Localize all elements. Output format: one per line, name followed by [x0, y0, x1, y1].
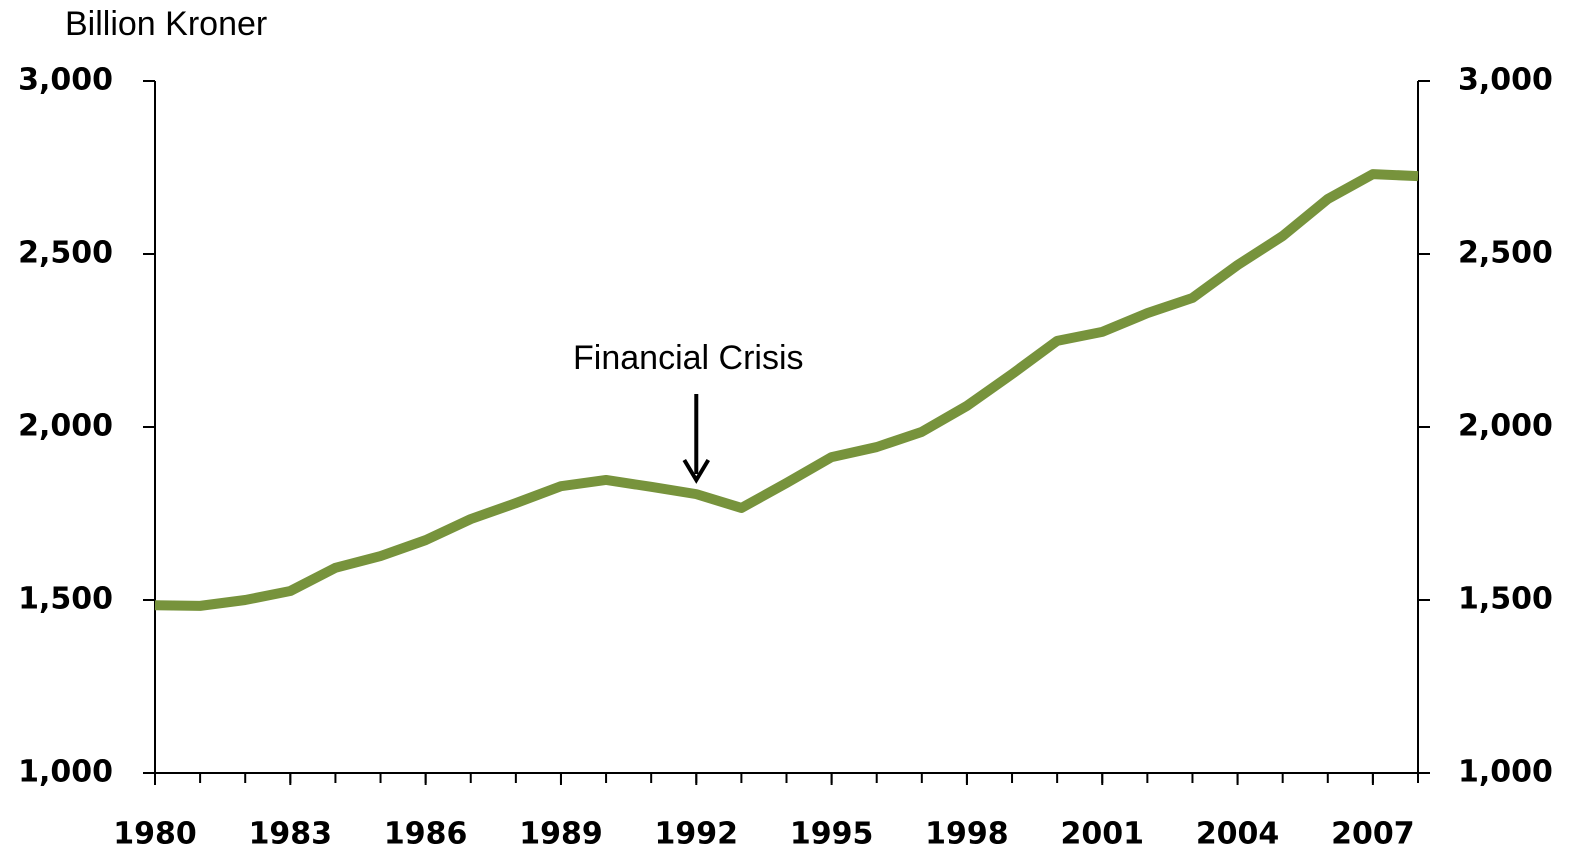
x-tick-label: 2001	[1061, 817, 1145, 852]
y-tick-label: 1,500	[18, 582, 113, 617]
x-tick-label: 2004	[1196, 817, 1280, 852]
y-tick-label: 1,000	[18, 755, 113, 790]
y2-tick-label: 3,000	[1458, 63, 1553, 98]
y-tick-label: 2,000	[18, 409, 113, 444]
x-tick-label: 1983	[249, 817, 333, 852]
y2-tick-label: 2,000	[1458, 409, 1553, 444]
y-axis-label: Billion Kroner	[65, 5, 267, 43]
x-tick-label: 1989	[519, 817, 603, 852]
y-tick-label: 3,000	[18, 63, 113, 98]
x-tick-label: 1998	[925, 817, 1009, 852]
x-tick-label: 1986	[384, 817, 468, 852]
y-tick-label: 2,500	[18, 236, 113, 271]
y2-tick-label: 1,500	[1458, 582, 1553, 617]
line-series	[154, 169, 1419, 611]
x-tick-label: 1980	[113, 817, 197, 852]
y2-tick-label: 1,000	[1458, 755, 1553, 790]
annotation: Financial Crisis	[573, 339, 804, 377]
y2-tick-label: 2,500	[1458, 236, 1553, 271]
x-tick-label: 1992	[655, 817, 739, 852]
annotation-arrowhead	[682, 458, 711, 484]
x-tick-label: 2007	[1331, 817, 1415, 852]
x-tick-label: 1995	[790, 817, 874, 852]
